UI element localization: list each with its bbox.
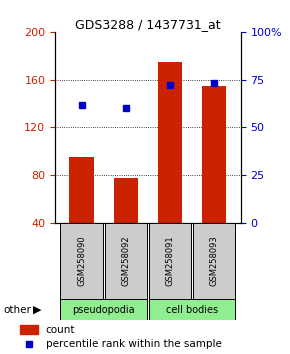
Bar <box>60 299 147 320</box>
Text: GSM258091: GSM258091 <box>166 236 175 286</box>
Text: GSM258092: GSM258092 <box>121 236 130 286</box>
Bar <box>114 178 138 223</box>
Text: GSM258090: GSM258090 <box>77 236 86 286</box>
Title: GDS3288 / 1437731_at: GDS3288 / 1437731_at <box>75 18 221 31</box>
Bar <box>193 223 235 299</box>
Text: count: count <box>46 325 75 335</box>
Bar <box>158 62 182 223</box>
Bar <box>105 223 147 299</box>
Text: percentile rank within the sample: percentile rank within the sample <box>46 339 222 349</box>
Text: pseudopodia: pseudopodia <box>72 305 135 315</box>
Bar <box>70 157 94 223</box>
Text: ▶: ▶ <box>33 305 42 315</box>
Bar <box>60 223 103 299</box>
Text: other: other <box>3 305 31 315</box>
Bar <box>149 223 191 299</box>
Bar <box>202 86 226 223</box>
Bar <box>20 325 38 334</box>
Text: GSM258093: GSM258093 <box>210 236 219 286</box>
Text: cell bodies: cell bodies <box>166 305 218 315</box>
Bar <box>149 299 235 320</box>
